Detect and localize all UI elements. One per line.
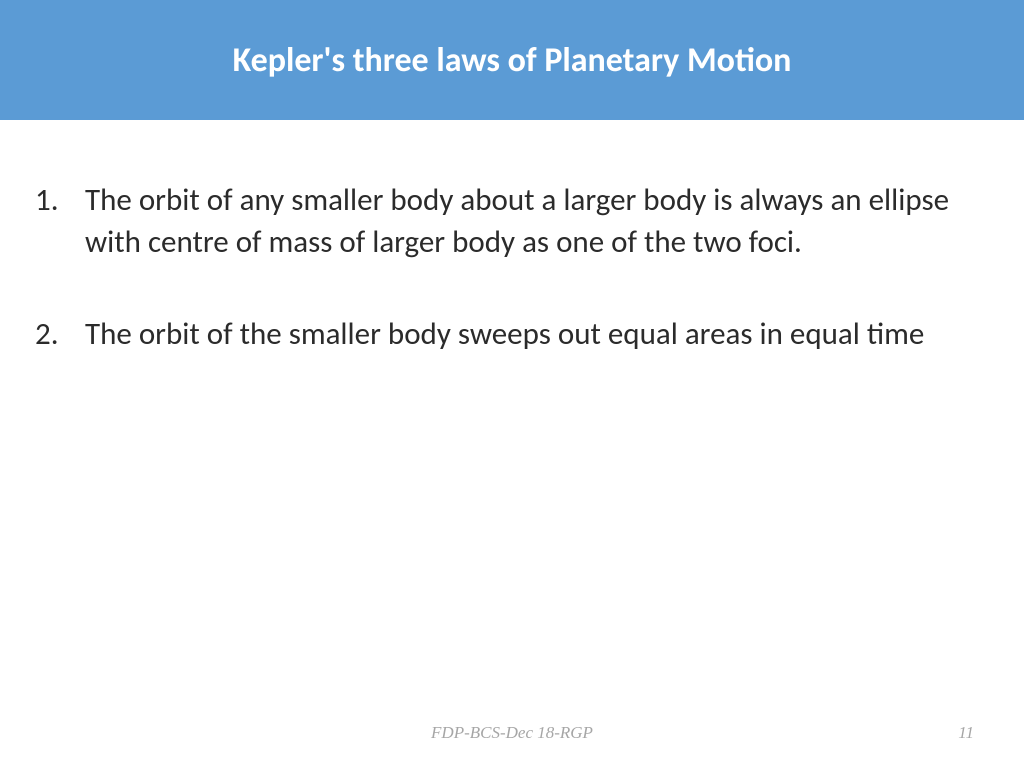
footer-center-text: FDP-BCS-Dec 18-RGP: [0, 723, 1024, 743]
list-text: The orbit of any smaller body about a la…: [85, 180, 989, 264]
footer-page-number: 11: [958, 723, 974, 743]
list-number: 2.: [35, 314, 85, 356]
header-band: Kepler's three laws of Planetary Motion: [0, 0, 1024, 120]
list-item: 1. The orbit of any smaller body about a…: [35, 180, 989, 264]
slide-title: Kepler's three laws of Planetary Motion: [233, 40, 792, 81]
list-number: 1.: [35, 180, 85, 264]
slide-content: 1. The orbit of any smaller body about a…: [0, 120, 1024, 356]
list-item: 2. The orbit of the smaller body sweeps …: [35, 314, 989, 356]
list-text: The orbit of the smaller body sweeps out…: [85, 314, 989, 356]
